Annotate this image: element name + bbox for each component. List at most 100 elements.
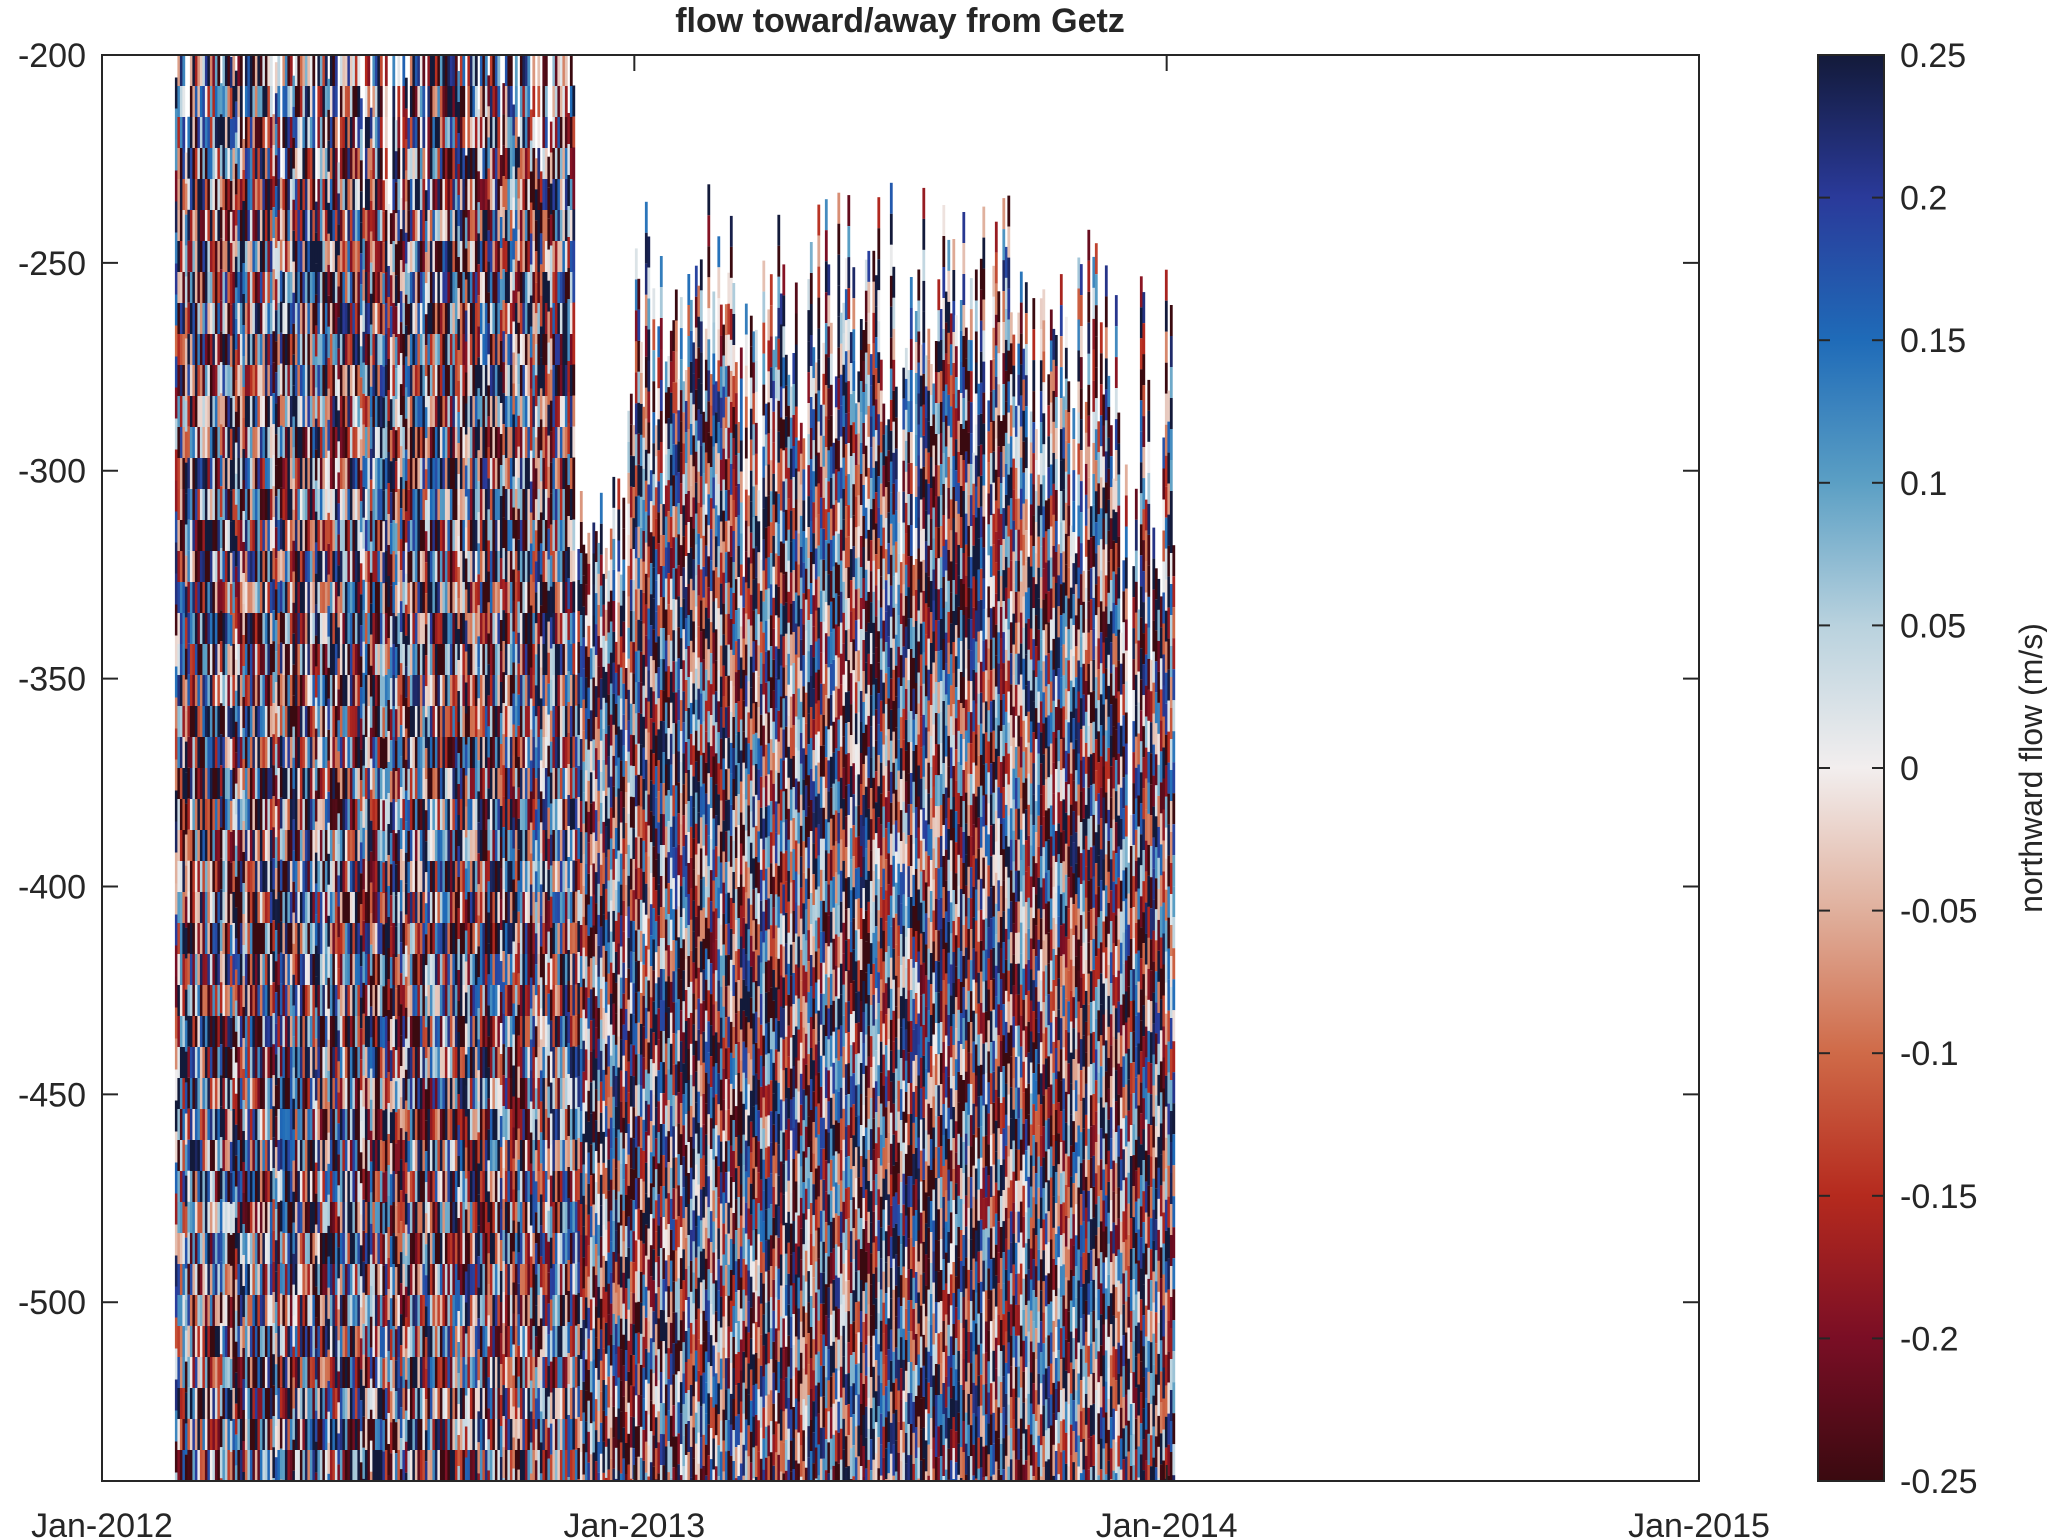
heatmap-cell bbox=[227, 1295, 231, 1326]
heatmap-cell bbox=[264, 1264, 268, 1295]
heatmap-cell bbox=[259, 675, 263, 706]
heatmap-cell bbox=[257, 1357, 261, 1388]
heatmap-cell bbox=[284, 551, 288, 582]
heatmap-cell bbox=[422, 861, 426, 892]
heatmap-cell bbox=[187, 271, 191, 303]
heatmap-cell bbox=[377, 396, 381, 427]
heatmap-cell bbox=[352, 1171, 356, 1202]
heatmap-cell bbox=[384, 551, 388, 582]
heatmap-cell bbox=[292, 75, 296, 107]
heatmap-cell bbox=[317, 830, 321, 861]
heatmap-cell bbox=[364, 210, 368, 241]
heatmap-cell bbox=[279, 1355, 283, 1387]
heatmap-cell bbox=[339, 706, 343, 737]
heatmap-cell bbox=[402, 799, 406, 830]
heatmap-cell bbox=[232, 1140, 236, 1171]
heatmap-cell bbox=[294, 1202, 298, 1233]
heatmap-cell bbox=[254, 1078, 258, 1109]
heatmap-cell bbox=[312, 1016, 316, 1047]
heatmap-cell bbox=[437, 148, 441, 179]
heatmap-cell bbox=[269, 954, 273, 985]
heatmap-cell bbox=[409, 148, 413, 179]
heatmap-cell bbox=[444, 706, 448, 737]
heatmap-cell bbox=[339, 1295, 343, 1326]
heatmap-cell bbox=[429, 148, 433, 179]
heatmap-cell bbox=[282, 241, 286, 272]
heatmap-cell bbox=[377, 675, 381, 706]
heatmap-cell bbox=[424, 221, 428, 253]
heatmap-cell bbox=[219, 641, 223, 673]
heatmap-cell bbox=[189, 954, 193, 985]
heatmap-cell bbox=[407, 1264, 411, 1296]
heatmap-cell bbox=[372, 241, 376, 272]
heatmap-cell bbox=[337, 1185, 341, 1217]
heatmap-cell bbox=[372, 458, 376, 489]
heatmap-cell bbox=[289, 737, 293, 768]
heatmap-cell bbox=[289, 706, 293, 737]
heatmap-cell bbox=[427, 458, 431, 489]
heatmap-cell bbox=[249, 551, 253, 582]
heatmap-cell bbox=[329, 272, 333, 303]
heatmap-cell bbox=[394, 1081, 398, 1113]
heatmap-cell bbox=[289, 1326, 293, 1357]
heatmap-cell bbox=[402, 985, 406, 1016]
heatmap-cell bbox=[377, 458, 381, 489]
heatmap-cell bbox=[404, 759, 408, 791]
heatmap-cell bbox=[217, 241, 221, 272]
heatmap-cell bbox=[217, 1047, 221, 1078]
heatmap-cell bbox=[344, 892, 348, 923]
heatmap-cell bbox=[414, 1140, 418, 1171]
heatmap-cell bbox=[234, 1031, 238, 1063]
heatmap-cell bbox=[427, 1450, 431, 1481]
heatmap-cell bbox=[369, 1285, 373, 1317]
heatmap-cell bbox=[399, 291, 403, 323]
heatmap-cell bbox=[414, 768, 418, 799]
heatmap-cell bbox=[239, 582, 243, 613]
heatmap-cell bbox=[444, 241, 448, 272]
heatmap-cell bbox=[274, 837, 278, 869]
heatmap-cell bbox=[434, 210, 438, 241]
heatmap-cell bbox=[189, 520, 193, 551]
heatmap-cell bbox=[399, 260, 403, 292]
heatmap-cell bbox=[367, 706, 371, 737]
heatmap-cell bbox=[387, 328, 391, 359]
heatmap-cell bbox=[189, 1295, 193, 1326]
heatmap-cell bbox=[244, 1419, 248, 1450]
heatmap-cell bbox=[399, 1221, 403, 1253]
heatmap-cell bbox=[214, 1202, 218, 1233]
heatmap-cell bbox=[384, 737, 388, 768]
heatmap-cell bbox=[184, 338, 188, 370]
heatmap-cell bbox=[412, 458, 416, 489]
heatmap-cell bbox=[424, 345, 428, 377]
heatmap-cell bbox=[177, 117, 181, 148]
heatmap-cell bbox=[367, 117, 371, 148]
heatmap-cell bbox=[264, 675, 268, 706]
heatmap-cell bbox=[272, 672, 276, 704]
heatmap-cell bbox=[264, 861, 268, 892]
heatmap-cell bbox=[212, 334, 216, 365]
heatmap-cell bbox=[357, 272, 361, 303]
heatmap-cell bbox=[354, 148, 358, 179]
heatmap-cell bbox=[197, 768, 201, 799]
heatmap-cell bbox=[382, 1451, 386, 1481]
heatmap-cell bbox=[407, 1388, 411, 1420]
heatmap-cell bbox=[339, 1450, 343, 1481]
heatmap-cell bbox=[332, 458, 336, 489]
heatmap-cell bbox=[394, 833, 398, 865]
heatmap-cell bbox=[334, 1047, 338, 1078]
heatmap-cell bbox=[372, 520, 376, 551]
heatmap-cell bbox=[339, 179, 343, 210]
heatmap-cell bbox=[252, 1140, 256, 1171]
heatmap-cell bbox=[427, 303, 431, 334]
heatmap-cell bbox=[257, 675, 261, 706]
heatmap-cell bbox=[207, 799, 211, 830]
heatmap-cell bbox=[384, 334, 388, 365]
heatmap-cell bbox=[244, 954, 248, 985]
heatmap-cell bbox=[387, 1196, 391, 1227]
heatmap-cell bbox=[207, 861, 211, 892]
heatmap-cell bbox=[352, 303, 356, 334]
heatmap-cell bbox=[212, 86, 216, 117]
heatmap-cell bbox=[199, 241, 203, 272]
heatmap-cell bbox=[194, 1171, 198, 1202]
heatmap-cell bbox=[259, 1047, 263, 1078]
